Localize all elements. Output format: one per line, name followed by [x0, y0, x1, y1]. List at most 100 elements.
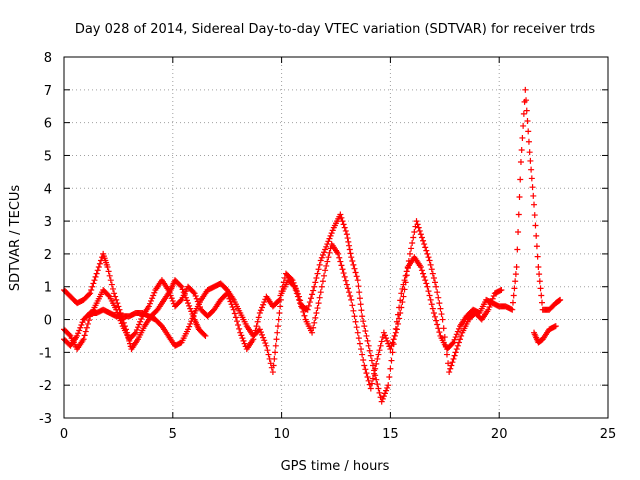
- data-point: [312, 314, 319, 321]
- data-point: [410, 234, 417, 241]
- data-point: [525, 138, 532, 145]
- data-point: [378, 398, 385, 405]
- data-point: [168, 295, 175, 302]
- data-point: [385, 382, 392, 389]
- data-point: [194, 298, 201, 305]
- data-point: [418, 267, 425, 274]
- data-point: [453, 346, 460, 353]
- data-point: [351, 265, 358, 272]
- data-point: [356, 295, 363, 302]
- data-point: [348, 296, 355, 303]
- data-point: [145, 303, 152, 310]
- data-point: [311, 283, 318, 290]
- y-axis-label: SDTVAR / TECUs: [8, 185, 23, 292]
- data-point: [167, 292, 174, 299]
- data-point: [418, 234, 425, 241]
- data-points: [61, 86, 564, 405]
- data-point: [417, 231, 424, 238]
- data-point: [310, 287, 317, 294]
- data-point: [405, 258, 412, 265]
- data-point: [251, 331, 258, 338]
- data-point: [530, 192, 537, 199]
- data-point: [532, 222, 539, 229]
- data-point: [533, 243, 540, 250]
- data-point: [379, 395, 386, 402]
- data-point: [372, 365, 379, 372]
- y-tick-label: 2: [44, 248, 52, 263]
- data-point: [257, 307, 264, 314]
- data-point: [225, 293, 232, 300]
- data-point: [342, 277, 349, 284]
- data-point: [438, 311, 445, 318]
- data-point: [279, 283, 286, 290]
- data-point: [517, 176, 524, 183]
- data-point: [177, 282, 184, 289]
- data-point: [108, 281, 115, 288]
- data-point: [411, 229, 418, 236]
- data-point: [396, 315, 403, 322]
- data-point: [447, 365, 454, 372]
- data-point: [374, 355, 381, 362]
- data-point: [365, 377, 372, 384]
- data-point: [318, 254, 325, 261]
- data-point: [552, 323, 559, 330]
- data-point: [260, 334, 267, 341]
- data-point: [454, 342, 461, 349]
- data-point: [328, 230, 335, 237]
- data-point: [360, 318, 367, 325]
- data-point: [509, 299, 516, 306]
- data-point: [446, 369, 453, 376]
- data-point: [106, 272, 113, 279]
- data-point: [525, 128, 532, 135]
- data-point: [358, 307, 365, 314]
- data-point: [356, 289, 363, 296]
- data-point: [346, 242, 353, 249]
- data-point: [401, 286, 408, 293]
- data-point: [105, 292, 112, 299]
- data-point: [356, 340, 363, 347]
- data-point: [360, 357, 367, 364]
- data-point: [441, 334, 448, 341]
- x-tick-label: 20: [491, 427, 508, 442]
- data-point: [281, 274, 288, 281]
- data-point: [423, 280, 430, 287]
- data-point: [389, 349, 396, 356]
- data-point: [188, 318, 195, 325]
- data-point: [190, 312, 197, 319]
- data-point: [519, 134, 526, 141]
- data-point: [288, 276, 295, 283]
- data-point: [315, 300, 322, 307]
- data-point: [387, 346, 394, 353]
- data-point: [350, 261, 357, 268]
- data-point: [397, 309, 404, 316]
- data-point: [417, 264, 424, 271]
- data-point: [89, 283, 96, 290]
- data-point: [293, 288, 300, 295]
- data-point: [362, 366, 369, 373]
- data-point: [449, 340, 456, 347]
- y-tick-label: 0: [44, 314, 52, 329]
- data-point: [387, 365, 394, 372]
- data-point: [280, 279, 287, 286]
- data-point: [510, 292, 517, 299]
- data-point: [381, 390, 388, 397]
- data-point: [538, 299, 545, 306]
- data-point: [359, 351, 366, 358]
- data-point: [531, 212, 538, 219]
- data-point: [93, 270, 100, 277]
- data-point: [114, 309, 121, 316]
- y-tick-label: -1: [39, 346, 52, 361]
- data-point: [349, 258, 356, 265]
- data-point: [118, 320, 125, 327]
- data-point: [398, 290, 405, 297]
- data-point: [202, 332, 209, 339]
- data-point: [426, 257, 433, 264]
- data-point: [436, 300, 443, 307]
- y-tick-label: 8: [44, 51, 52, 66]
- data-point: [537, 285, 544, 292]
- data-point: [291, 282, 298, 289]
- data-point: [515, 229, 522, 236]
- data-point: [452, 334, 459, 341]
- data-point: [367, 352, 374, 359]
